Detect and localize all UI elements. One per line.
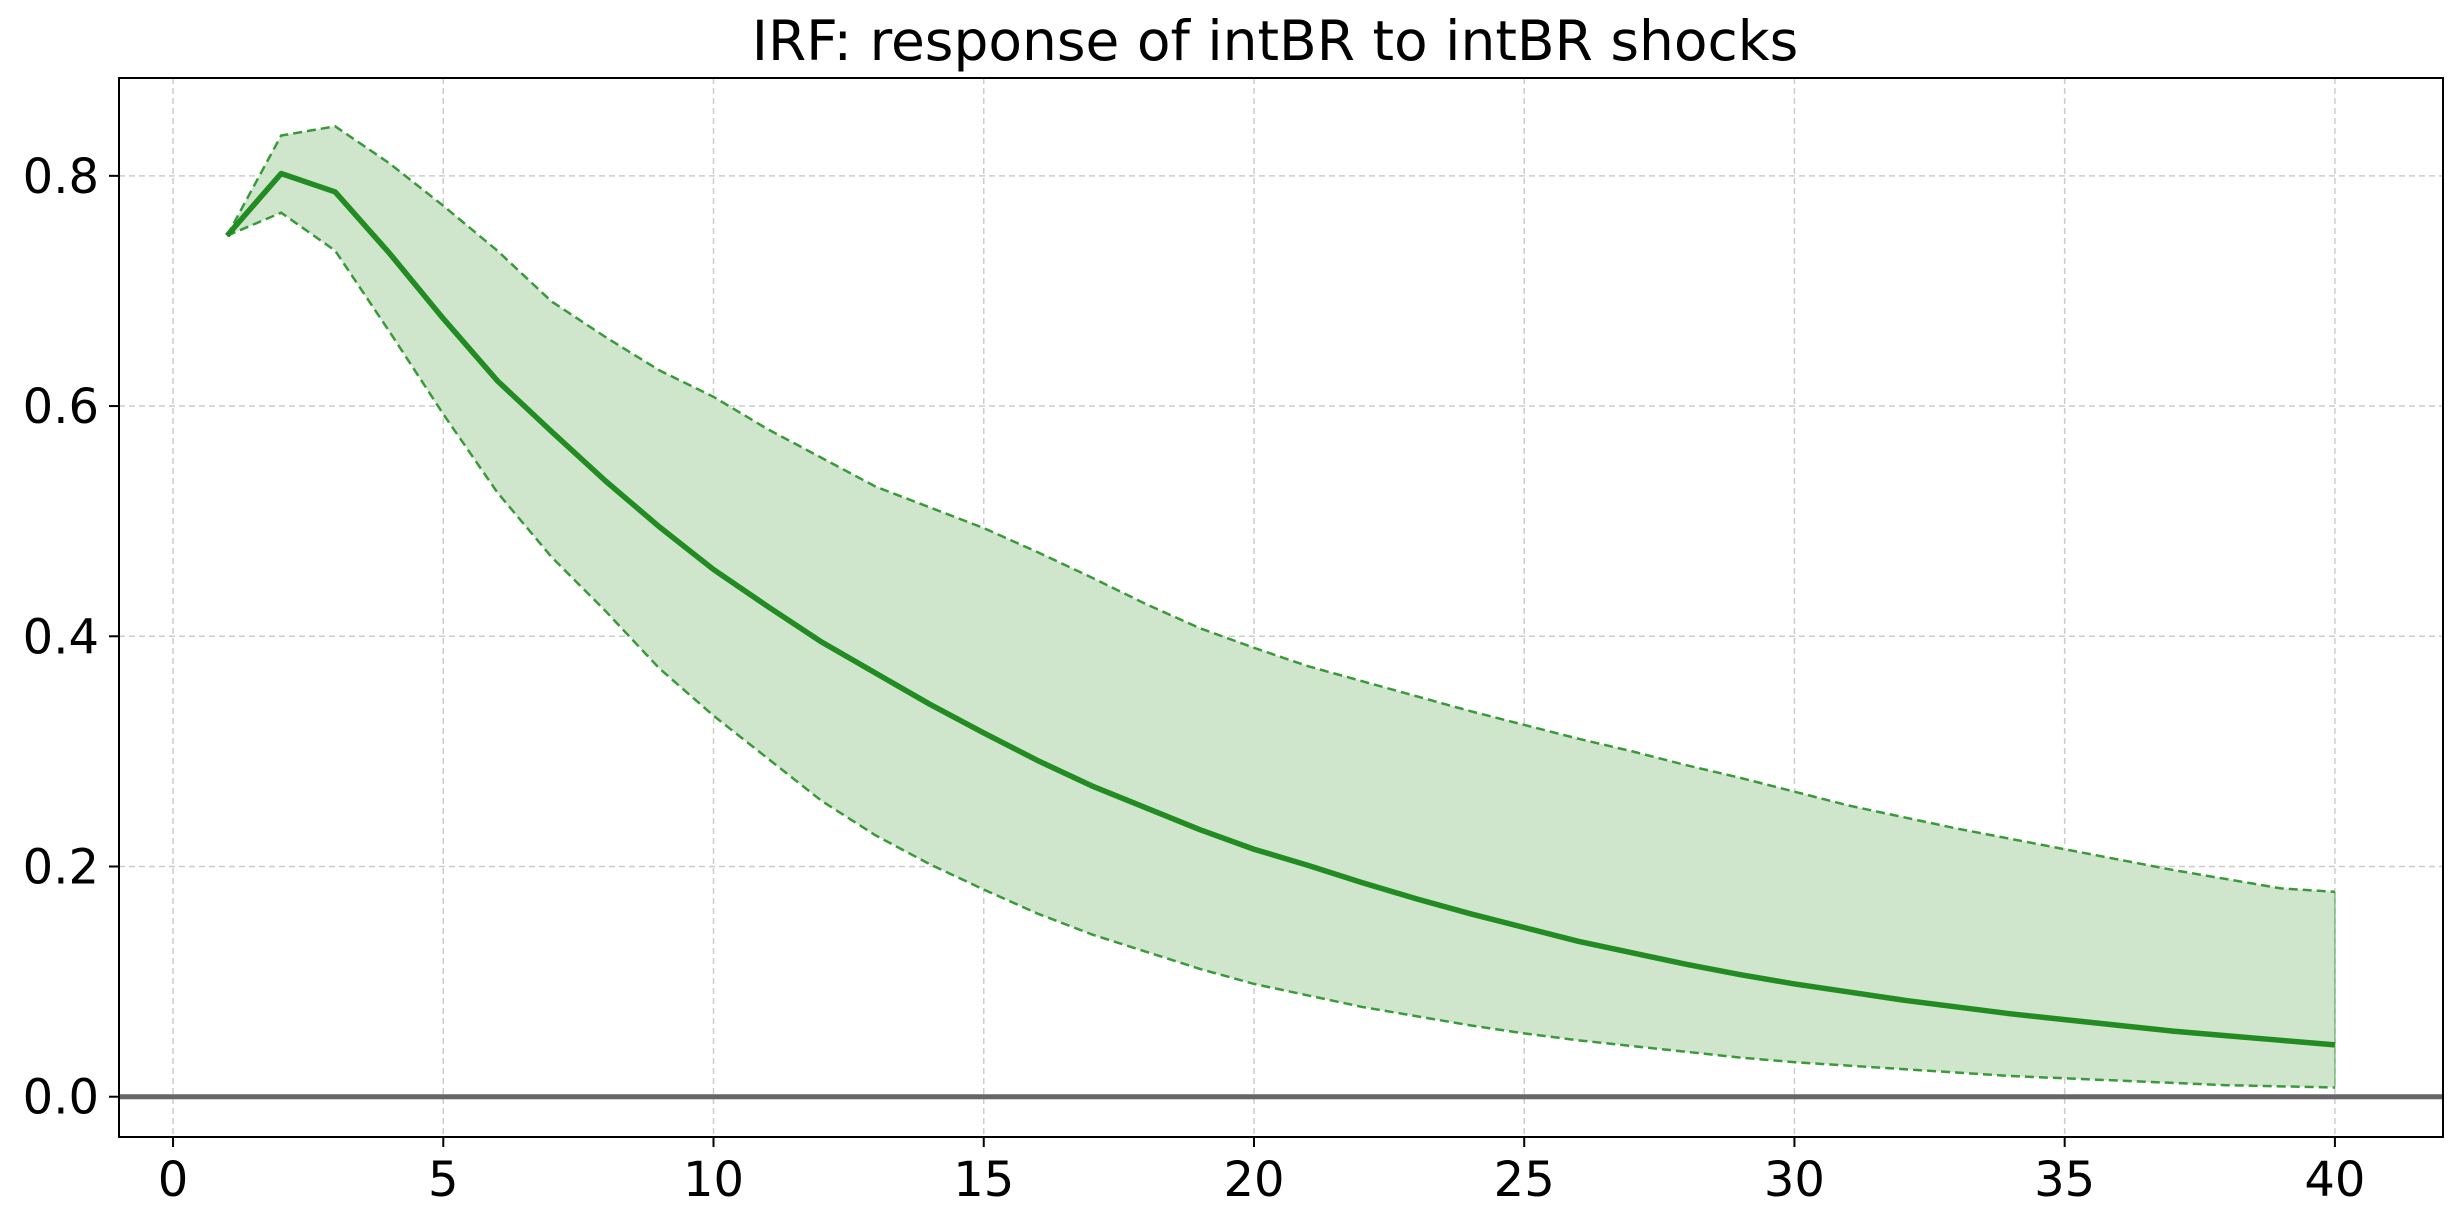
x-tick-label: 40 — [2304, 1152, 2365, 1208]
band-fill — [227, 126, 2335, 1088]
x-tick-label: 30 — [1764, 1152, 1825, 1208]
x-tick-label: 20 — [1223, 1152, 1284, 1208]
x-tick-label: 35 — [2034, 1152, 2095, 1208]
lower-band-line — [226, 211, 2335, 1089]
response-line — [225, 170, 2336, 1048]
x-tick-label: 10 — [683, 1152, 744, 1208]
y-tick-label: 0.4 — [23, 609, 99, 665]
x-tick-label: 15 — [953, 1152, 1014, 1208]
y-tick-label: 0.2 — [23, 839, 99, 895]
upper-band-line — [225, 125, 2335, 894]
y-axis-ticks: 0.0 0.2 0.4 0.6 0.8 — [23, 149, 119, 1126]
y-tick-label: 0.0 — [23, 1070, 99, 1126]
confidence-band — [225, 125, 2336, 1089]
x-tick-label: 25 — [1494, 1152, 1555, 1208]
plot-frame — [118, 77, 2444, 1138]
x-axis-ticks: 0 5 10 15 20 25 30 35 40 — [158, 1137, 2365, 1208]
y-tick-label: 0.6 — [23, 379, 99, 435]
x-tick-label: 0 — [158, 1152, 189, 1208]
response-line-group — [225, 170, 2336, 1048]
chart-title: IRF: response of intBR to intBR shocks — [752, 9, 1798, 73]
axes-frame — [118, 77, 2444, 1138]
x-tick-label: 5 — [428, 1152, 459, 1208]
y-tick-label: 0.8 — [23, 149, 99, 205]
